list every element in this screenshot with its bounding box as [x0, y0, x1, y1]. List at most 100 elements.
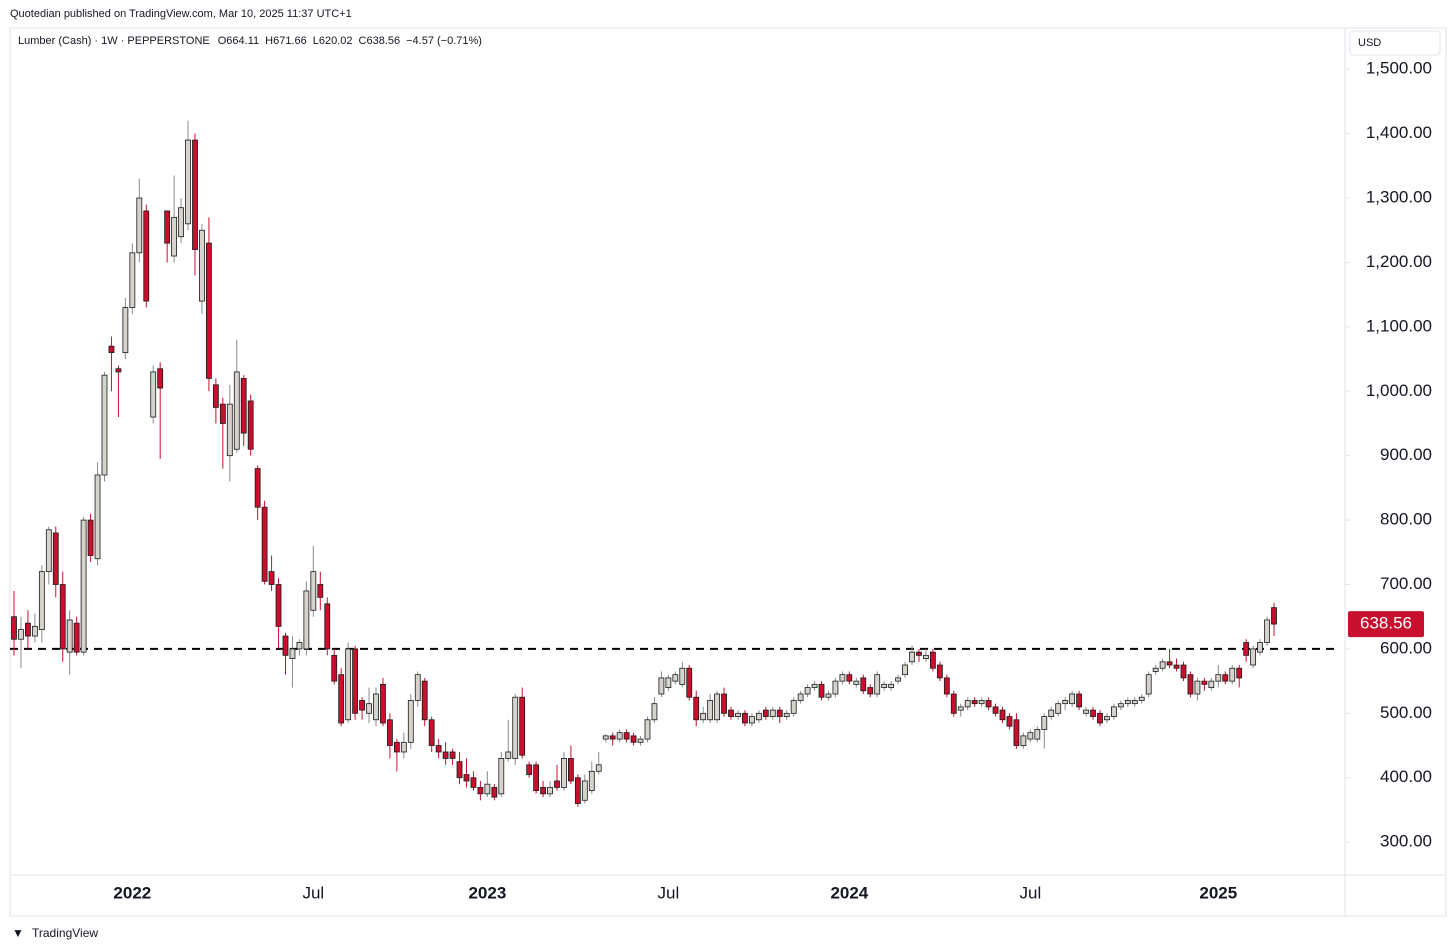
candle-body [533, 764, 539, 792]
candle-body [1076, 693, 1082, 708]
candle-body [728, 709, 734, 717]
candle-body [1131, 700, 1138, 705]
candle-body [811, 683, 818, 688]
x-tick-label: 2022 [113, 883, 151, 902]
candle-body [66, 619, 73, 653]
candle-body [171, 216, 178, 257]
o-prefix: O [218, 35, 227, 47]
candle-body [1055, 703, 1062, 714]
y-tick-label: 400.00 [1380, 767, 1432, 786]
candle-body [630, 735, 637, 743]
candle-body [1194, 680, 1201, 695]
o-value: 664.11 [226, 35, 259, 47]
candle-body [428, 719, 435, 746]
candle-body [331, 654, 338, 682]
y-tick-label: 1,200.00 [1366, 252, 1432, 271]
candle-body [902, 664, 908, 676]
candle-body [602, 735, 609, 740]
candle-body [282, 635, 289, 656]
candle-body [359, 700, 365, 711]
candle-body [178, 207, 184, 238]
candle-body [449, 751, 456, 759]
candle-body [693, 696, 700, 721]
candle-body [561, 758, 567, 788]
candle-body [1034, 729, 1041, 740]
candle-body [1104, 716, 1110, 721]
candle-body [776, 709, 783, 717]
y-tick-label: 1,400.00 [1366, 123, 1432, 142]
candle-body [254, 468, 261, 508]
candle-body [512, 696, 519, 759]
x-tick-label: 2025 [1199, 883, 1237, 902]
candle-body [1097, 712, 1103, 724]
candle-body [1264, 619, 1270, 643]
candle-body [233, 371, 240, 450]
y-tick-label: 1,100.00 [1366, 316, 1432, 335]
candle-body [352, 648, 359, 714]
candle-body [999, 709, 1006, 721]
candle-body [888, 683, 895, 688]
candle-body [143, 210, 150, 302]
candle-body [895, 677, 901, 682]
candle-body [11, 616, 17, 640]
candle-body [992, 706, 999, 714]
candle-body [1229, 667, 1236, 682]
y-tick-label: 1,500.00 [1366, 59, 1432, 78]
candle-body [52, 532, 59, 585]
price-tag-label: 638.56 [1360, 614, 1412, 633]
candle-body [1173, 664, 1180, 669]
candle-body [380, 683, 386, 724]
candle-body [505, 751, 512, 759]
change: −4.57 (−0.71%) [406, 35, 482, 47]
candle-body [296, 642, 303, 650]
candle-body [742, 712, 748, 724]
candle-body [1138, 696, 1145, 701]
candle-body [1271, 607, 1277, 625]
candle-body [226, 403, 233, 457]
candle-body [1124, 700, 1131, 705]
candle-body [964, 700, 971, 708]
candle-body [588, 770, 595, 792]
c-prefix: C [359, 35, 367, 47]
candle-body [637, 738, 644, 743]
publisher: Quotedian published on TradingView.com, … [10, 8, 352, 20]
candle-body [547, 787, 553, 795]
y-tick-label: 1,000.00 [1366, 381, 1432, 400]
candle-body [25, 622, 31, 637]
candle-body [136, 197, 143, 254]
candle-body [971, 700, 978, 705]
footer: TradingView [32, 926, 98, 940]
candle-body [373, 693, 379, 721]
candle-body [268, 571, 275, 585]
candle-body [929, 651, 936, 669]
candle-body [87, 519, 94, 556]
candle-body [345, 648, 352, 721]
candle-body [755, 712, 762, 721]
candle-body [150, 371, 157, 418]
l-prefix: L [313, 35, 319, 47]
candle-body [185, 139, 191, 225]
candle-body [1048, 709, 1055, 717]
candle-body [1083, 709, 1089, 714]
candle-body [421, 680, 428, 721]
candle-body [18, 629, 24, 640]
candle-body [1166, 661, 1173, 666]
candle-body [240, 377, 247, 434]
candle-body [714, 693, 720, 721]
candle-body [923, 654, 929, 659]
candle-body [59, 584, 66, 650]
candle-body [1020, 735, 1027, 746]
footer-logo: ▼ [12, 926, 24, 940]
candle-body [721, 693, 727, 714]
candle-body [1152, 667, 1159, 672]
candle-body [219, 403, 226, 424]
candle-body [435, 745, 442, 753]
currency-box [1349, 30, 1441, 56]
candle-body [1180, 664, 1187, 679]
candle-body [1027, 732, 1034, 740]
candle-body [651, 703, 658, 721]
candle-body [790, 700, 797, 714]
c-value: 638.56 [366, 35, 400, 47]
x-tick-label: Jul [302, 883, 324, 902]
